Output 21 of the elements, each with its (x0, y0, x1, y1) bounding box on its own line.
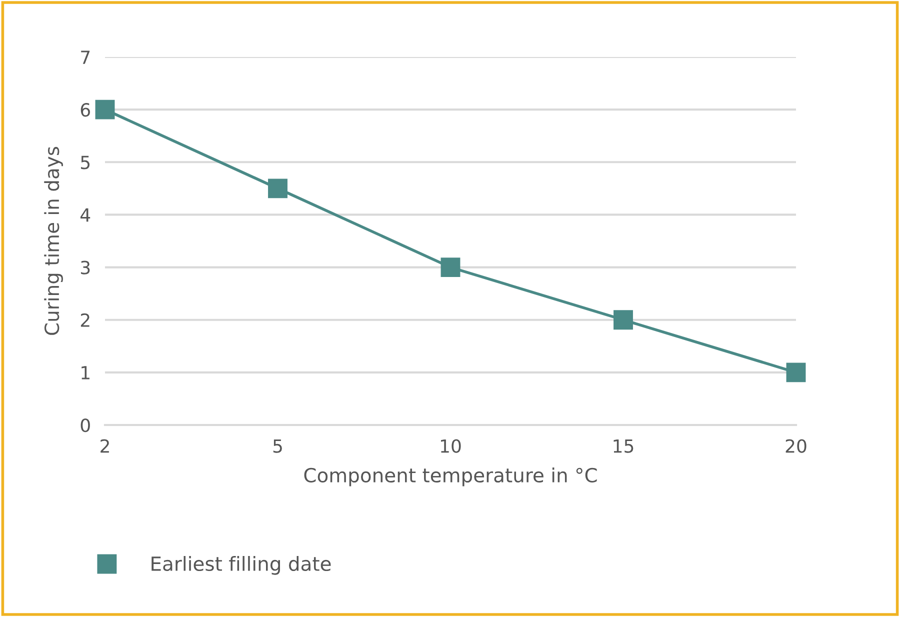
y-tick-label: 5 (81, 156, 90, 170)
x-tick-label: 15 (614, 439, 634, 453)
x-tick-label: 10 (440, 439, 461, 453)
x-axis-title: Component temperature in °C (304, 467, 597, 486)
point (268, 178, 288, 198)
y-tick-label: 1 (82, 366, 90, 380)
y-tick-label: 6 (80, 103, 90, 117)
point (786, 362, 806, 382)
x-tick-label: 2 (100, 439, 109, 453)
x-tick-label: 5 (273, 439, 282, 453)
legend-label: Earliest filling date (152, 556, 331, 575)
y-axis-title: Curing time in days (44, 146, 63, 335)
y-tick-label: 4 (80, 208, 90, 222)
point (95, 100, 115, 120)
x-tick-label: 20 (786, 439, 806, 453)
point (440, 258, 460, 278)
y-tick-label: 3 (81, 260, 90, 274)
y-tick-label: 2 (80, 313, 90, 327)
y-tick-label: 0 (80, 418, 90, 432)
y-tick-label: 7 (81, 50, 90, 64)
point (614, 310, 633, 330)
